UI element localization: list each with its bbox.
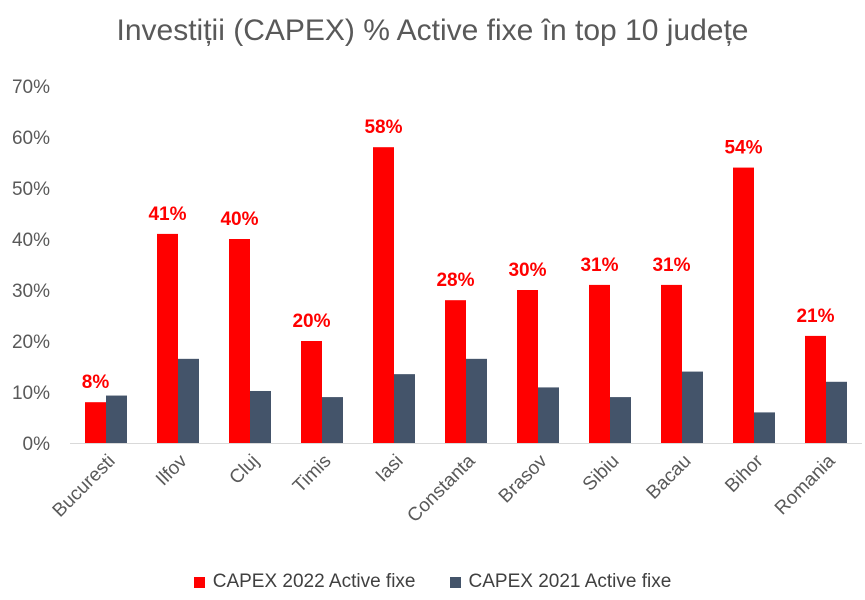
data-labels: 8% 41% 40% 20% 58% 28% 30% 31% 31% 54% 21% (82, 117, 835, 393)
data-label: 54% (724, 138, 762, 159)
data-label: 28% (436, 270, 474, 291)
x-tick-label: Constanta (403, 450, 479, 526)
y-tick-label: 0% (23, 434, 51, 455)
data-label: 31% (580, 255, 618, 276)
bar-2021 (682, 371, 703, 443)
y-tick-label: 30% (12, 281, 50, 302)
bar-2022 (301, 341, 322, 443)
x-tick-label: Timis (289, 451, 335, 497)
bar-2021 (538, 387, 559, 443)
data-label: 31% (652, 255, 690, 276)
bar-2022 (229, 239, 250, 443)
x-tick-label: Brasov (495, 450, 552, 507)
bar-2022 (157, 233, 178, 443)
y-tick-label: 60% (12, 128, 50, 149)
bar-2021 (826, 381, 847, 443)
x-tick-label: Bacau (643, 451, 696, 504)
bar-2021 (394, 374, 415, 443)
bar-2022 (661, 284, 682, 443)
bar-2022 (373, 147, 394, 443)
data-label: 20% (292, 311, 330, 332)
data-label: 58% (364, 117, 402, 138)
bar-2022 (589, 284, 610, 443)
bar-2021 (250, 390, 271, 443)
legend-swatch-2021 (449, 576, 461, 588)
bar-2022 (805, 335, 826, 443)
y-tick-label: 70% (12, 77, 50, 98)
x-tick-label: Sibiu (579, 451, 624, 496)
x-tick-label: Cluj (226, 451, 264, 489)
y-axis: 0% 10% 20% 30% 40% 50% 60% 70% (12, 77, 50, 455)
bar-2021 (106, 395, 127, 443)
legend-item-2022: CAPEX 2022 Active fixe (193, 571, 416, 593)
y-tick-label: 20% (12, 332, 50, 353)
legend-label-2022: CAPEX 2022 Active fixe (212, 571, 416, 592)
data-label: 8% (82, 372, 110, 393)
data-label: 21% (796, 306, 834, 327)
x-tick-label: Romania (771, 450, 840, 519)
x-tick-label: Bihor (721, 450, 768, 497)
bar-2022 (733, 167, 754, 443)
data-label: 30% (508, 260, 546, 281)
chart-title: Investiții (CAPEX) % Active fixe în top … (116, 14, 749, 47)
bar-2022 (85, 402, 106, 443)
y-tick-label: 50% (12, 179, 50, 200)
bar-group (85, 147, 847, 443)
y-tick-label: 40% (12, 230, 50, 251)
legend-label-2021: CAPEX 2021 Active fixe (468, 571, 672, 592)
bar-2021 (466, 358, 487, 443)
bar-2021 (322, 397, 343, 443)
legend-item-2021: CAPEX 2021 Active fixe (449, 571, 672, 593)
x-tick-label: Bucuresti (49, 451, 120, 522)
bar-2022 (517, 290, 538, 443)
bar-2021 (610, 397, 631, 443)
y-tick-label: 10% (12, 383, 50, 404)
bar-2021 (754, 412, 775, 443)
legend: CAPEX 2022 Active fixe CAPEX 2021 Active… (0, 571, 865, 593)
bar-2022 (445, 300, 466, 443)
data-label: 40% (220, 209, 258, 230)
x-tick-label: Iasi (372, 451, 408, 487)
legend-swatch-2022 (193, 576, 205, 588)
bar-2021 (178, 358, 199, 443)
x-tick-label: Ilfov (152, 450, 192, 490)
data-label: 41% (148, 204, 186, 225)
